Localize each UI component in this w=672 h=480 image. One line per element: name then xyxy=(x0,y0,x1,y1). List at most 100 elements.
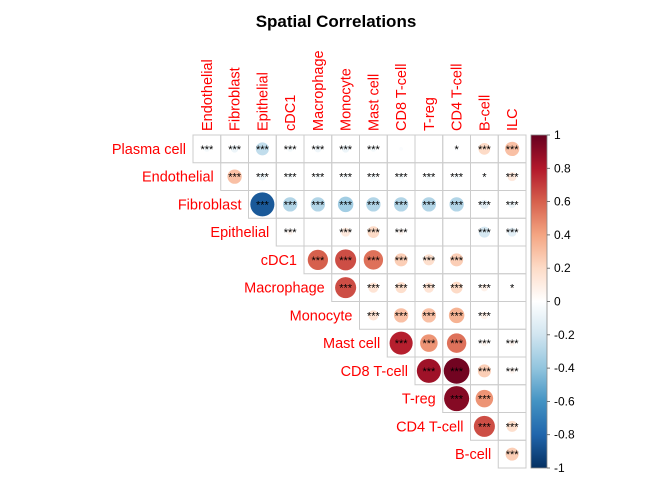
grid-cell xyxy=(303,217,333,247)
correlation-circle xyxy=(509,340,516,347)
significance-marker: *** xyxy=(422,172,436,184)
correlation-circle xyxy=(366,197,381,212)
significance-marker: *** xyxy=(284,199,298,211)
significance-marker: *** xyxy=(256,144,270,156)
significance-marker: *** xyxy=(339,199,353,211)
correlation-circle xyxy=(420,334,438,352)
significance-marker: *** xyxy=(450,255,464,267)
correlation-circle xyxy=(399,147,403,151)
column-label: Fibroblast xyxy=(228,67,244,131)
column-label: CD4 T-cell xyxy=(450,64,466,131)
row-label: Mast cell xyxy=(323,336,380,352)
significance-marker: *** xyxy=(450,394,464,406)
correlation-circle xyxy=(446,333,467,353)
correlation-circle xyxy=(370,145,377,152)
correlation-circle xyxy=(398,229,405,236)
correlation-circle xyxy=(337,196,354,213)
correlation-circle xyxy=(227,169,242,184)
column-label: Monocyte xyxy=(339,68,355,131)
significance-marker: * xyxy=(454,144,459,156)
correlation-circle xyxy=(389,331,413,355)
correlation-circle xyxy=(479,199,489,209)
significance-marker: *** xyxy=(311,199,325,211)
correlation-circle xyxy=(448,307,465,324)
grid-cell xyxy=(414,217,444,247)
correlation-circle xyxy=(250,192,275,217)
significance-marker: *** xyxy=(367,172,381,184)
row-labels: Plasma cell Endothelial Fibroblast Epitheli… xyxy=(112,142,491,463)
correlation-circle xyxy=(393,197,409,212)
significance-marker: *** xyxy=(422,255,436,267)
grid-cell xyxy=(470,245,499,275)
row-label: Plasma cell xyxy=(112,142,186,158)
significance-marker: *** xyxy=(339,144,353,156)
significance-marker: *** xyxy=(422,338,436,350)
correlation-circle xyxy=(310,197,326,212)
significance-marker: *** xyxy=(284,172,298,184)
significance-marker: *** xyxy=(395,283,409,295)
significance-marker: *** xyxy=(395,255,409,267)
significance-marker: *** xyxy=(395,338,409,350)
significance-marker: *** xyxy=(395,227,409,239)
significance-marker: *** xyxy=(450,172,464,184)
correlation-circle xyxy=(509,367,516,374)
legend-tick-label: 0 xyxy=(554,295,561,309)
correlation-circle xyxy=(507,172,517,182)
correlation-circle xyxy=(203,145,210,152)
significance-marker: * xyxy=(510,283,515,295)
correlation-circle xyxy=(450,281,463,294)
correlation-circle xyxy=(394,253,408,267)
correlation-circle xyxy=(504,141,520,157)
legend-tick-label: 0.4 xyxy=(554,228,571,242)
correlation-circle xyxy=(398,173,405,180)
significance-marker: *** xyxy=(478,199,492,211)
color-legend: 1 0.8 0.6 0.4 0.2 0 -0.2 -0.4 -0.6 -0.8 -1 xyxy=(530,128,575,475)
correlation-circle xyxy=(450,253,464,267)
correlation-circle xyxy=(282,197,298,212)
correlation-circle xyxy=(443,357,470,384)
significance-layer: *** *** *** *** *** *** *** * *** ****** *** *** ***… xyxy=(200,144,519,461)
significance-marker: *** xyxy=(339,283,353,295)
significance-marker: *** xyxy=(506,449,520,461)
correlation-circle xyxy=(423,282,434,293)
significance-marker: *** xyxy=(367,227,381,239)
significance-marker: *** xyxy=(339,172,353,184)
correlation-circle xyxy=(480,311,489,320)
legend-tick-label: 0.6 xyxy=(554,195,571,209)
row-label: Monocyte xyxy=(290,308,353,324)
significance-marker: * xyxy=(482,172,487,184)
significance-marker: *** xyxy=(478,283,492,295)
grid-cell xyxy=(497,301,527,330)
legend-tick-label: 0.2 xyxy=(554,261,571,275)
legend-tick-label: 0.8 xyxy=(554,161,571,175)
significance-marker: *** xyxy=(367,283,381,295)
column-label: Mast cell xyxy=(366,74,382,131)
significance-marker: *** xyxy=(367,310,381,322)
correlation-circle xyxy=(342,173,349,180)
significance-marker: *** xyxy=(450,283,464,295)
grid-cell xyxy=(497,384,527,413)
row-label: Fibroblast xyxy=(178,197,242,213)
row-label: B-cell xyxy=(455,447,491,463)
significance-marker: *** xyxy=(256,172,270,184)
legend-tick-label: -1 xyxy=(554,461,565,475)
correlation-circle xyxy=(481,340,488,347)
correlation-circle xyxy=(363,250,384,270)
correlation-circle xyxy=(510,285,514,290)
row-label: CD8 T-cell xyxy=(341,364,408,380)
significance-marker: *** xyxy=(478,310,492,322)
correlation-circle xyxy=(230,145,239,153)
significance-marker: *** xyxy=(506,421,520,433)
correlation-circle xyxy=(478,226,490,238)
row-label: Macrophage xyxy=(244,281,325,297)
correlation-circle xyxy=(478,143,491,155)
significance-marker: *** xyxy=(339,227,353,239)
chart-title: Spatial Correlations xyxy=(256,12,417,31)
column-label: Epithelial xyxy=(255,72,271,131)
correlation-circle xyxy=(393,308,409,323)
significance-marker: *** xyxy=(506,172,520,184)
significance-marker: *** xyxy=(228,172,242,184)
significance-marker: *** xyxy=(478,227,492,239)
correlation-circle xyxy=(255,142,269,156)
significance-marker: *** xyxy=(395,199,409,211)
